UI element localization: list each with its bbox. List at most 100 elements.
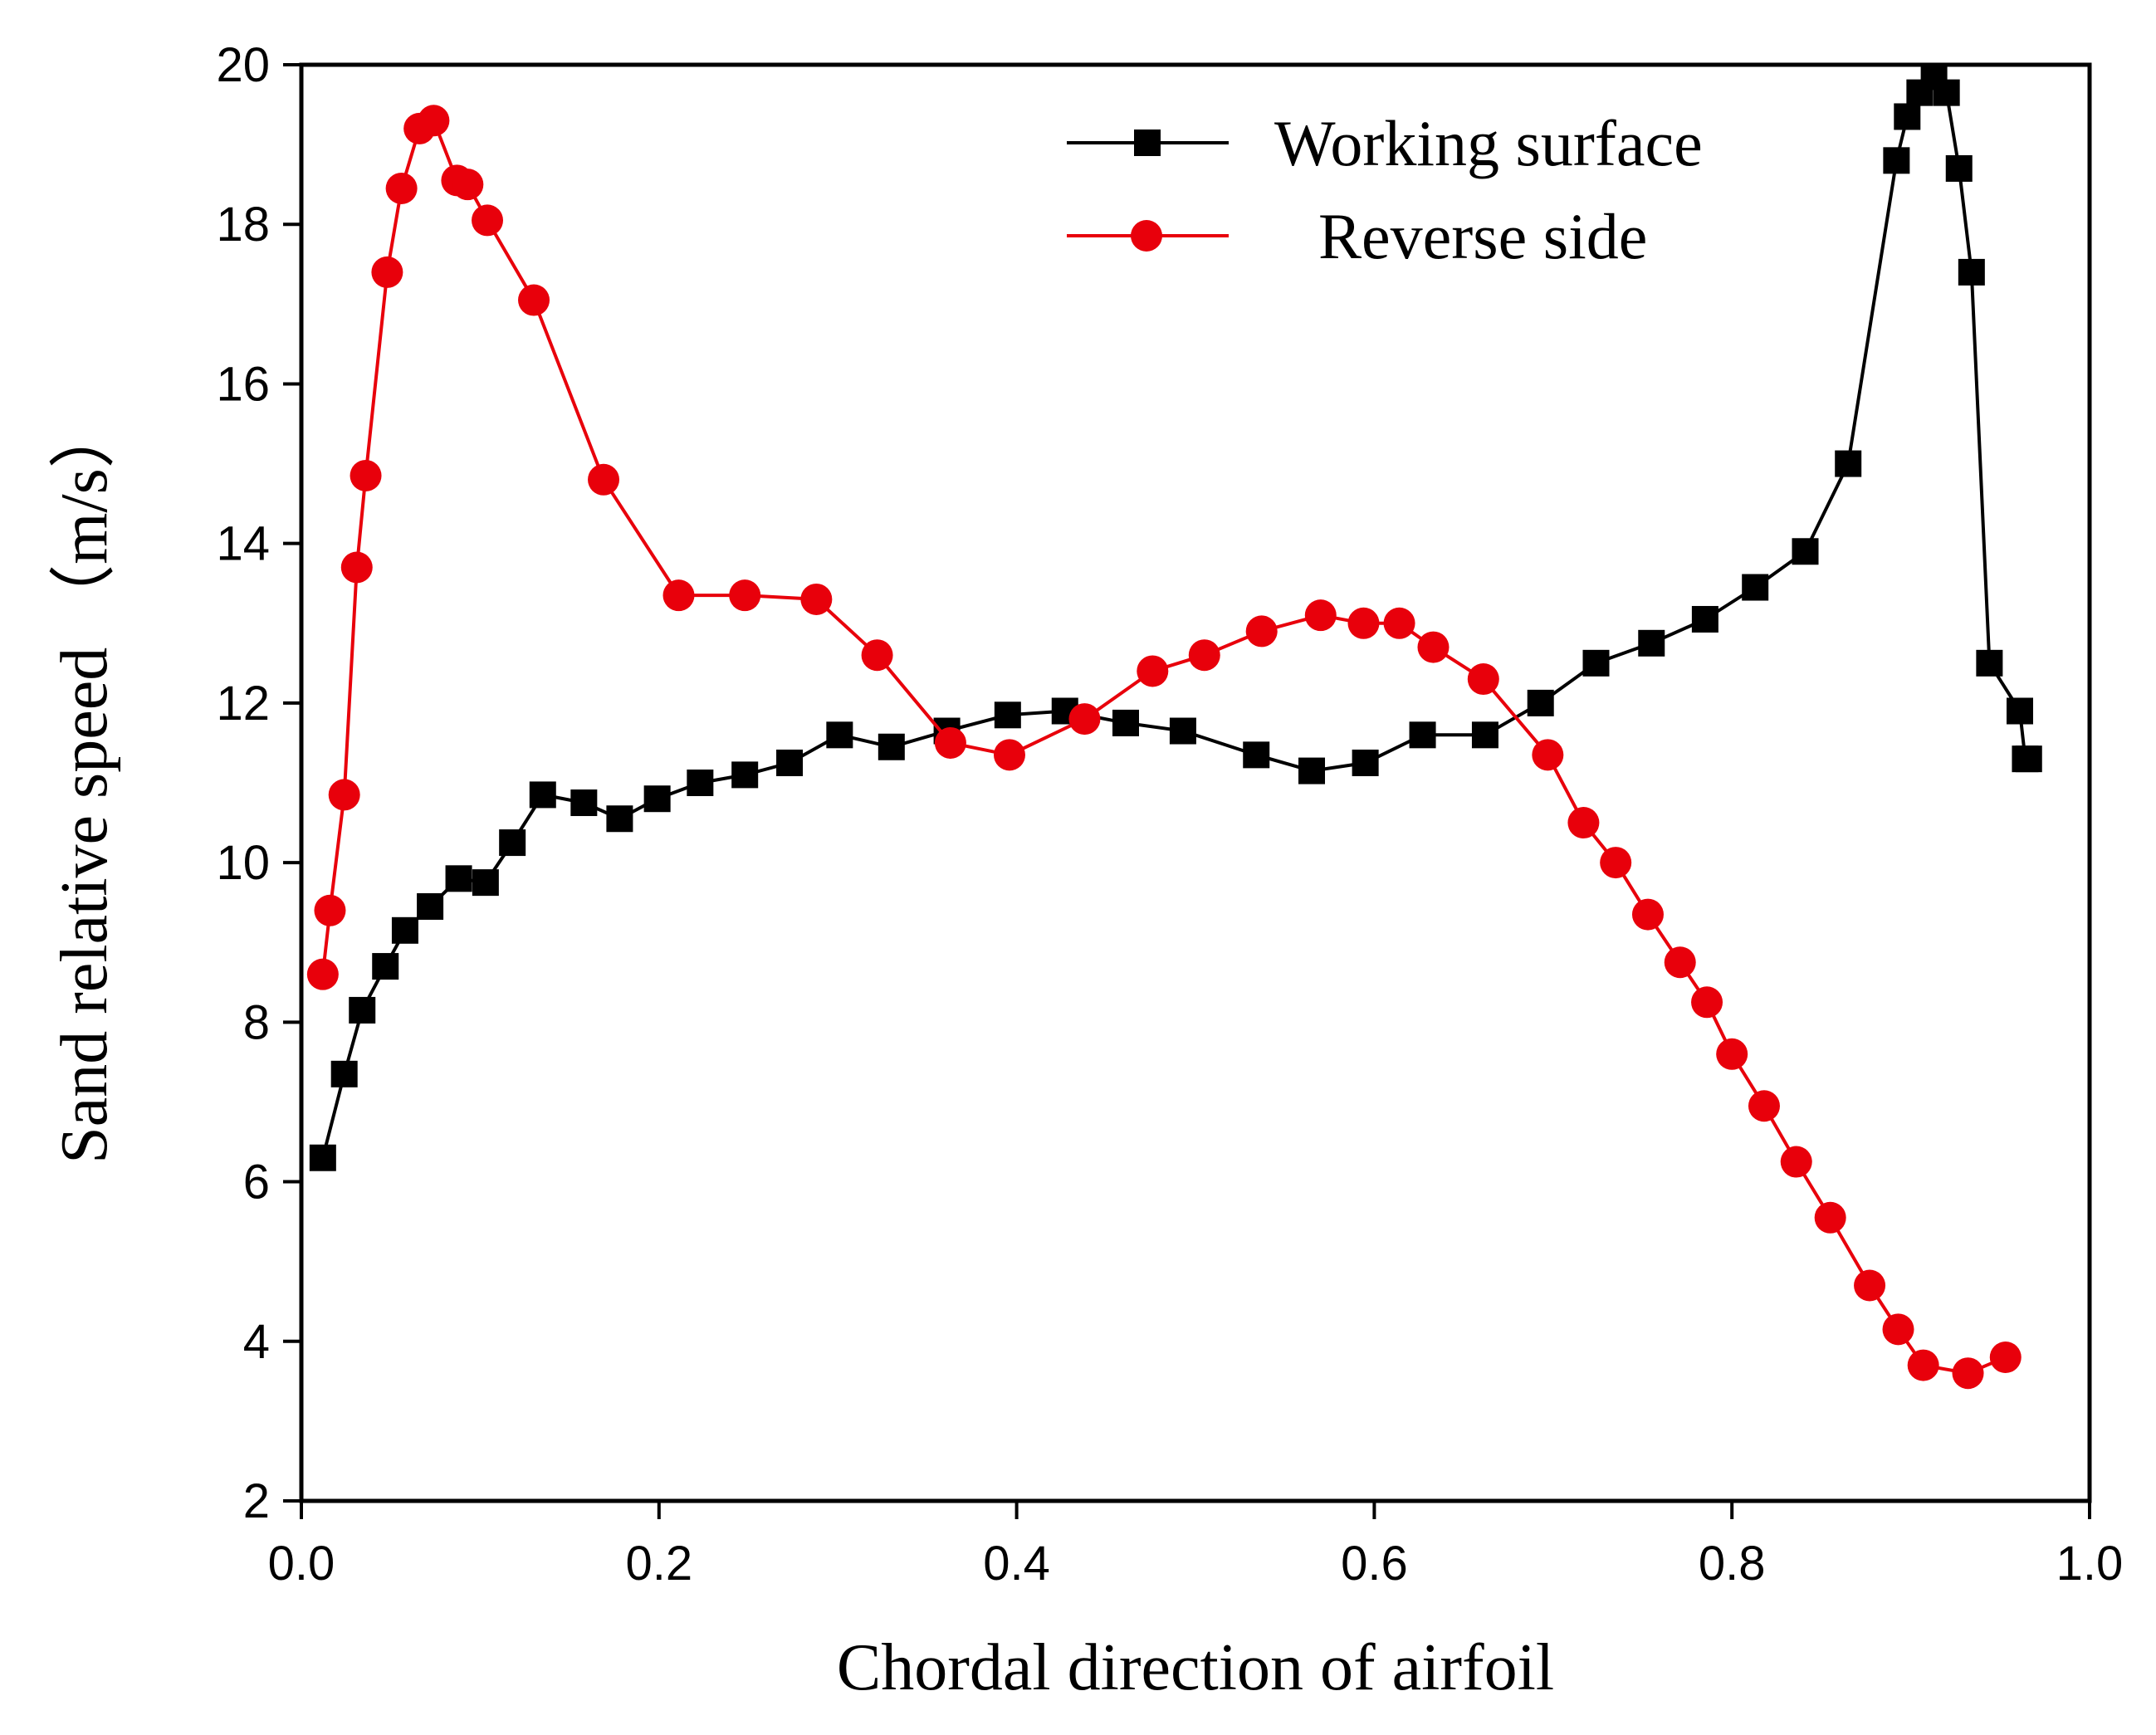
data-point-square xyxy=(878,733,905,760)
data-point-square xyxy=(1933,79,1960,106)
data-point-circle xyxy=(1854,1269,1886,1302)
legend-label: Reverse side xyxy=(1318,200,1647,272)
data-point-circle xyxy=(340,551,373,584)
data-point-square xyxy=(1409,721,1436,749)
data-point-square xyxy=(499,829,526,857)
axes: 0.0 0.2 0.4 0.6 0.8 1.0 2 4 6 8 10 12 14 16 18 20 xyxy=(216,38,2123,1591)
data-point-circle xyxy=(1532,739,1564,771)
data-point-circle xyxy=(729,579,761,612)
data-point-circle xyxy=(1567,807,1600,839)
data-point-square xyxy=(1352,749,1379,776)
data-point-circle xyxy=(662,579,695,612)
data-point-circle xyxy=(993,739,1025,771)
data-point-square xyxy=(1883,147,1910,174)
plot-frame xyxy=(299,62,2092,1503)
data-point-square xyxy=(643,785,671,813)
data-point-circle xyxy=(1780,1146,1812,1178)
data-point-circle xyxy=(306,958,339,990)
legend-circle-marker xyxy=(1131,220,1162,252)
x-tick-label: 0.8 xyxy=(1699,1537,1766,1591)
data-point-circle xyxy=(1347,607,1380,639)
data-point-circle xyxy=(1631,898,1664,931)
data-point-square xyxy=(529,781,556,809)
legend-square-marker xyxy=(1134,130,1161,156)
data-point-circle xyxy=(371,256,403,288)
data-point-circle xyxy=(328,779,360,811)
plot-border xyxy=(299,62,2092,1503)
data-point-square xyxy=(1243,741,1270,769)
data-point-square xyxy=(391,916,418,944)
data-point-square xyxy=(570,789,598,817)
data-point-square xyxy=(309,1144,336,1171)
data-point-circle xyxy=(934,726,966,759)
y-tick-label: 10 xyxy=(216,836,270,890)
data-point-circle xyxy=(1952,1357,1984,1390)
data-point-square xyxy=(1527,689,1554,716)
data-point-circle xyxy=(1304,599,1337,632)
y-tick-label: 8 xyxy=(243,995,270,1049)
data-point-square xyxy=(330,1060,358,1087)
data-point-circle xyxy=(1989,1342,2022,1373)
data-point-circle xyxy=(472,204,504,237)
data-point-square xyxy=(606,805,633,833)
y-tick-label: 6 xyxy=(243,1156,270,1210)
data-point-circle xyxy=(800,583,833,615)
data-point-square xyxy=(2015,745,2042,773)
x-tick-label: 1.0 xyxy=(2056,1537,2124,1591)
legend-item: Reverse side xyxy=(1067,200,1647,272)
data-point-circle xyxy=(518,284,550,316)
data-point-circle xyxy=(1691,986,1723,1019)
data-point-square xyxy=(1958,258,1985,286)
data-point-square xyxy=(1742,574,1769,601)
data-point-square xyxy=(1894,103,1921,130)
data-point-square xyxy=(826,721,853,749)
data-point-circle xyxy=(1137,655,1169,687)
data-point-circle xyxy=(1716,1038,1748,1070)
data-point-square xyxy=(1169,717,1196,745)
data-point-circle xyxy=(314,894,346,926)
data-point-circle xyxy=(1188,639,1220,672)
data-point-square xyxy=(776,749,804,776)
data-point-square xyxy=(2006,697,2033,725)
data-point-circle xyxy=(385,172,418,204)
data-point-circle xyxy=(1907,1349,1939,1381)
y-tick-label: 4 xyxy=(243,1315,270,1369)
y-tick-label: 16 xyxy=(216,357,270,411)
y-tick-label: 2 xyxy=(243,1474,270,1528)
data-point-square xyxy=(1945,154,1973,182)
data-point-square xyxy=(1112,709,1139,736)
x-tick-label: 0.2 xyxy=(625,1537,692,1591)
data-point-square xyxy=(1976,649,2003,677)
data-point-circle xyxy=(452,169,484,201)
data-point-square xyxy=(349,996,376,1024)
data-point-circle xyxy=(1417,631,1450,663)
data-point-circle xyxy=(1383,607,1415,639)
series-line xyxy=(320,75,2029,1159)
data-point-square xyxy=(1638,629,1665,657)
y-tick-label: 12 xyxy=(216,677,270,731)
data-point-circle xyxy=(1467,663,1499,696)
data-point-square xyxy=(731,761,759,789)
data-point-circle xyxy=(1748,1090,1780,1122)
data-point-circle xyxy=(1600,847,1632,879)
data-point-circle xyxy=(1664,946,1696,979)
data-point-square xyxy=(1792,538,1819,565)
data-point-circle xyxy=(418,105,450,137)
y-tick-label: 14 xyxy=(216,517,270,571)
data-point-circle xyxy=(1882,1313,1914,1346)
data-point-square xyxy=(1835,450,1862,477)
data-point-square xyxy=(1582,649,1610,677)
y-axis-title: Sand relative speed （m/s） xyxy=(48,402,121,1164)
data-point-circle xyxy=(350,459,382,491)
y-tick-label: 20 xyxy=(216,38,270,92)
x-tick-label: 0.6 xyxy=(1341,1537,1408,1591)
data-point-circle xyxy=(1245,615,1278,648)
data-point-square xyxy=(372,953,399,980)
series-line xyxy=(320,119,2007,1376)
x-tick-label: 0.4 xyxy=(983,1537,1050,1591)
data-point-circle xyxy=(1068,703,1101,736)
y-tick-label: 18 xyxy=(216,198,270,252)
x-tick-label: 0.0 xyxy=(268,1537,335,1591)
data-point-square xyxy=(1691,605,1718,633)
